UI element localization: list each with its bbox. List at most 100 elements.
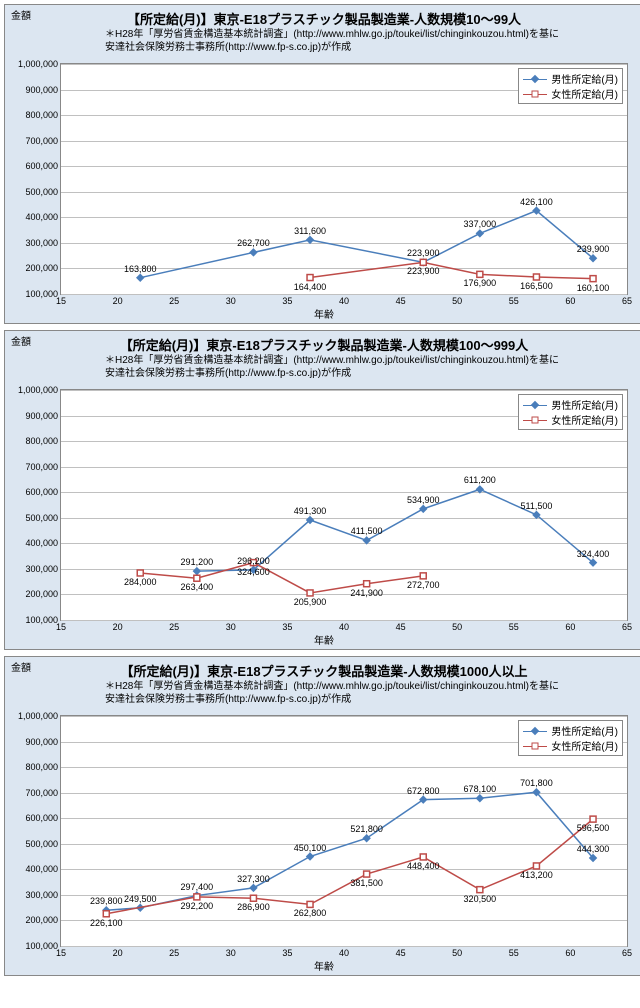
- data-label: 262,700: [237, 238, 270, 248]
- data-label: 223,900: [407, 266, 440, 276]
- x-tick-label: 15: [56, 946, 66, 958]
- chart-subtitle: ＊H28年「厚労省賃金構造基本統計調査」(http://www.mhlw.go.…: [5, 680, 640, 706]
- x-tick-label: 55: [509, 294, 519, 306]
- y-axis-title: 金額: [11, 333, 31, 348]
- data-label: 521,800: [350, 824, 383, 834]
- data-label: 448,400: [407, 861, 440, 871]
- square-icon: [420, 854, 426, 860]
- square-icon: [364, 871, 370, 877]
- data-label: 164,400: [294, 282, 327, 292]
- diamond-icon: [523, 726, 547, 736]
- x-tick-label: 25: [169, 620, 179, 632]
- x-tick-label: 35: [282, 620, 292, 632]
- data-label: 166,500: [520, 281, 553, 291]
- y-tick-label: 700,000: [25, 462, 61, 472]
- data-label: 263,400: [181, 582, 214, 592]
- data-label: 292,200: [181, 901, 214, 911]
- x-tick-label: 50: [452, 946, 462, 958]
- chart-subtitle: ＊H28年「厚労省賃金構造基本統計調査」(http://www.mhlw.go.…: [5, 354, 640, 380]
- x-tick-label: 45: [396, 620, 406, 632]
- data-label: 596,500: [577, 823, 610, 833]
- x-tick-label: 25: [169, 946, 179, 958]
- diamond-icon: [523, 74, 547, 84]
- x-tick-label: 45: [396, 946, 406, 958]
- square-icon: [477, 271, 483, 277]
- square-icon: [103, 911, 109, 917]
- y-tick-label: 700,000: [25, 136, 61, 146]
- legend-male: 男性所定給(月): [523, 71, 618, 86]
- diamond-icon: [362, 536, 370, 544]
- legend-male: 男性所定給(月): [523, 397, 618, 412]
- data-label: 297,400: [181, 882, 214, 892]
- data-label: 296,200: [237, 556, 270, 566]
- square-icon: [590, 276, 596, 282]
- diamond-icon: [193, 567, 201, 575]
- square-icon: [307, 901, 313, 907]
- data-label: 226,100: [90, 918, 123, 928]
- square-icon: [194, 575, 200, 581]
- y-tick-label: 600,000: [25, 813, 61, 823]
- data-label: 163,800: [124, 264, 157, 274]
- square-icon: [533, 863, 539, 869]
- x-tick-label: 25: [169, 294, 179, 306]
- data-label: 176,900: [464, 278, 497, 288]
- diamond-icon: [419, 505, 427, 513]
- data-label: 672,800: [407, 786, 440, 796]
- data-label: 262,800: [294, 908, 327, 918]
- y-tick-label: 900,000: [25, 737, 61, 747]
- legend-male-label: 男性所定給(月): [551, 723, 618, 738]
- data-label: 444,300: [577, 844, 610, 854]
- data-label: 337,000: [464, 219, 497, 229]
- data-label: 241,900: [350, 588, 383, 598]
- x-tick-label: 65: [622, 294, 632, 306]
- square-icon: [307, 590, 313, 596]
- x-axis-title: 年齢: [314, 958, 334, 973]
- y-tick-label: 800,000: [25, 436, 61, 446]
- x-tick-label: 15: [56, 620, 66, 632]
- x-tick-label: 35: [282, 294, 292, 306]
- y-tick-label: 300,000: [25, 238, 61, 248]
- y-tick-label: 1,000,000: [18, 59, 61, 69]
- plot-area: 100,000200,000300,000400,000500,000600,0…: [60, 63, 628, 295]
- plot-area: 100,000200,000300,000400,000500,000600,0…: [60, 715, 628, 947]
- data-label: 491,300: [294, 506, 327, 516]
- y-tick-label: 400,000: [25, 212, 61, 222]
- data-label: 239,800: [90, 896, 123, 906]
- diamond-icon: [306, 852, 314, 860]
- x-tick-label: 65: [622, 620, 632, 632]
- diamond-icon: [362, 834, 370, 842]
- data-label: 327,300: [237, 874, 270, 884]
- x-tick-label: 35: [282, 946, 292, 958]
- y-axis-title: 金額: [11, 7, 31, 22]
- y-tick-label: 200,000: [25, 263, 61, 273]
- diamond-icon: [476, 794, 484, 802]
- data-label: 701,800: [520, 778, 553, 788]
- square-icon: [420, 259, 426, 265]
- y-tick-label: 800,000: [25, 110, 61, 120]
- data-label: 381,500: [350, 878, 383, 888]
- legend-female-label: 女性所定給(月): [551, 86, 618, 101]
- square-icon: [307, 275, 313, 281]
- data-label: 324,400: [577, 549, 610, 559]
- x-tick-label: 40: [339, 946, 349, 958]
- square-icon: [523, 89, 547, 99]
- chart-panel-1: 【所定給(月)】東京-E18プラスチック製品製造業-人数規模100～999人＊H…: [4, 330, 640, 650]
- data-label: 534,900: [407, 495, 440, 505]
- y-tick-label: 600,000: [25, 487, 61, 497]
- data-label: 272,700: [407, 580, 440, 590]
- square-icon: [137, 570, 143, 576]
- female-series-line: [310, 262, 593, 278]
- diamond-icon: [136, 273, 144, 281]
- chart-panel-2: 【所定給(月)】東京-E18プラスチック製品製造業-人数規模1000人以上＊H2…: [4, 656, 640, 976]
- plot-area: 100,000200,000300,000400,000500,000600,0…: [60, 389, 628, 621]
- data-label: 223,900: [407, 248, 440, 258]
- y-tick-label: 200,000: [25, 589, 61, 599]
- diamond-icon: [249, 248, 257, 256]
- square-icon: [590, 816, 596, 822]
- chart-title: 【所定給(月)】東京-E18プラスチック製品製造業-人数規模10～99人: [5, 5, 640, 28]
- x-tick-label: 55: [509, 620, 519, 632]
- x-tick-label: 45: [396, 294, 406, 306]
- y-tick-label: 400,000: [25, 538, 61, 548]
- y-tick-label: 900,000: [25, 85, 61, 95]
- data-label: 678,100: [464, 784, 497, 794]
